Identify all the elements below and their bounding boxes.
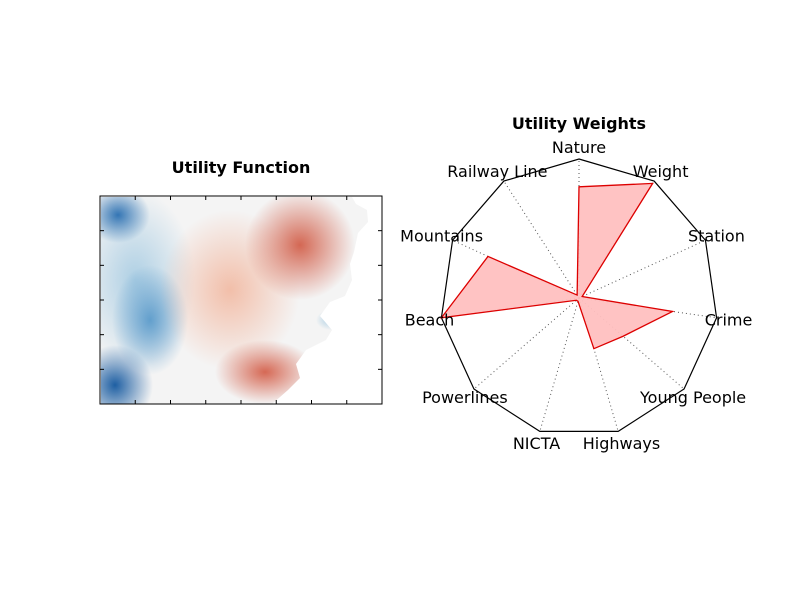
heatmap-ticks (100, 196, 382, 404)
radar-category-label: Railway Line (447, 162, 547, 181)
radar-category-label: Nature (552, 138, 606, 157)
radar-category-labels: Nature Weight Station Crime Young People High… (400, 138, 752, 453)
radar-title: Utility Weights (512, 114, 646, 133)
radar-category-label: Mountains (400, 226, 483, 245)
heatmap-title: Utility Function (172, 158, 311, 177)
radar-category-label: Powerlines (422, 388, 508, 407)
radar-series-area (439, 182, 675, 350)
utility-function-heatmap: Utility Function (99, 158, 383, 405)
radar-category-label: Station (688, 226, 745, 245)
radar-spoke (539, 297, 580, 432)
radar-category-label: Crime (705, 311, 753, 330)
radar-category-label: Young People (639, 388, 746, 407)
radar-category-label: Weight (633, 162, 689, 181)
radar-frame (440, 158, 718, 432)
radar-category-label: NICTA (513, 434, 560, 453)
utility-weights-radar-chart: Nature Weight Station Crime Young People High… (400, 114, 752, 453)
heatmap-land-area (101, 197, 368, 404)
radar-category-label: Beach (405, 311, 455, 330)
radar-category-label: Highways (583, 434, 660, 453)
